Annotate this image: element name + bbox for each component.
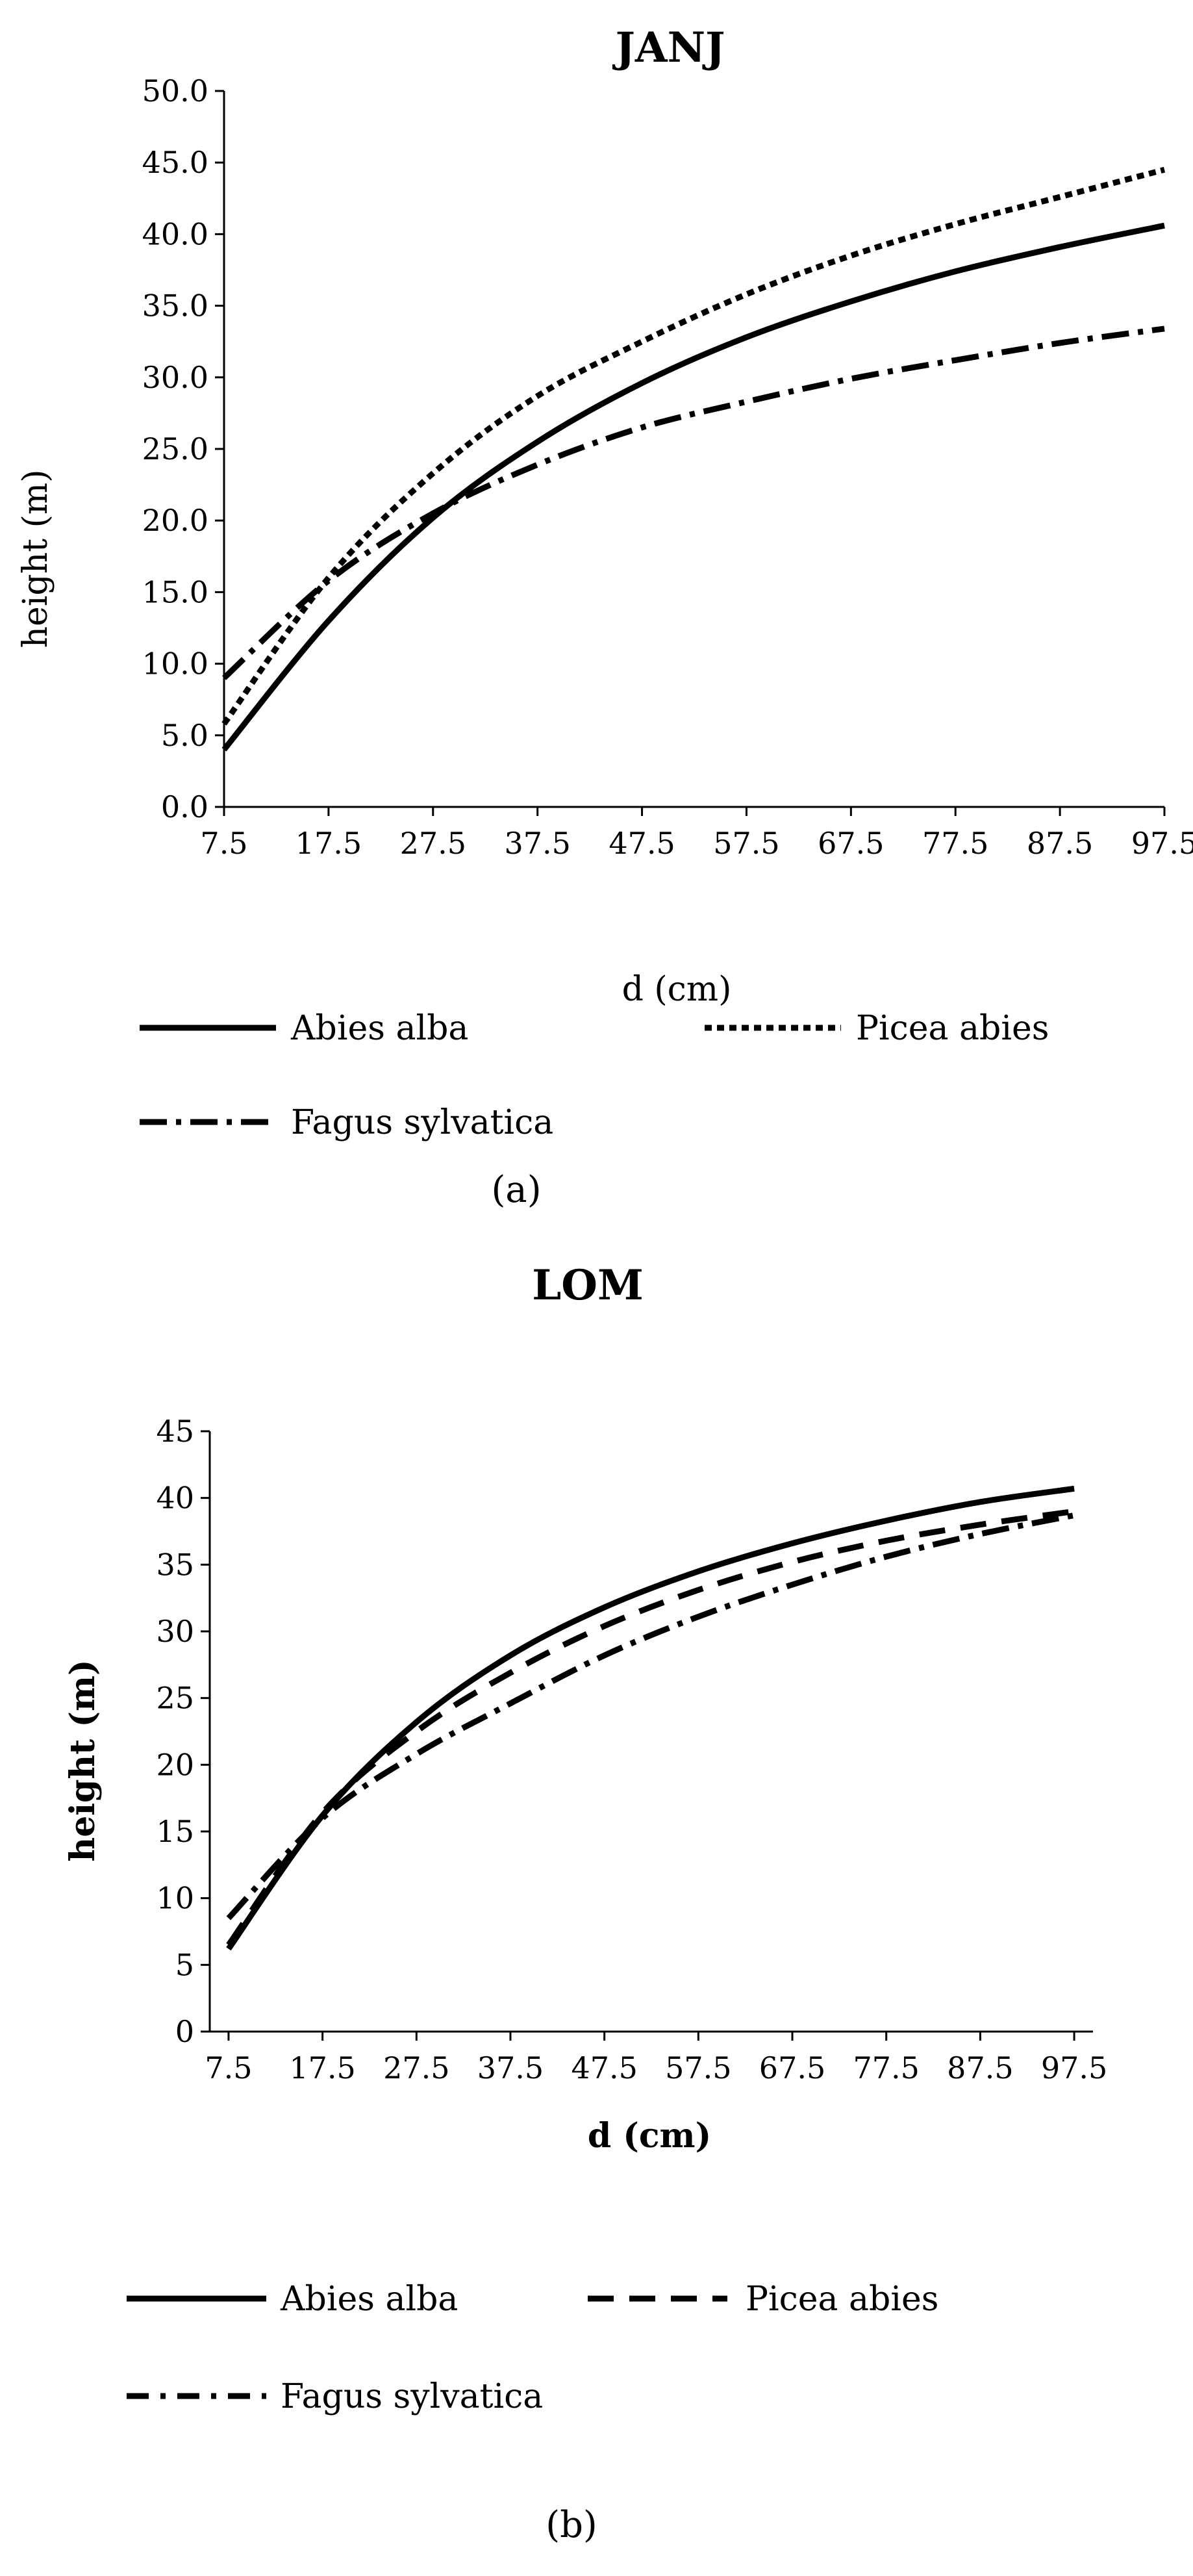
chart-b-legend-label-picea-abies: Picea abies — [746, 2280, 938, 2319]
chart-0-y-tick-label: 35.0 — [142, 288, 208, 324]
chart-0-series-fagus-sylvatica — [221, 325, 1165, 680]
chart-0-x-tick-label: 77.5 — [922, 826, 988, 861]
chart-b-plot-area: 0 5 10 15 20 25 30 35 40 45 7.5 17.5 27.5 37.5 47.5 57.… — [156, 1414, 1107, 2085]
chart-b-legend-item-picea-abies: Picea abies — [588, 2280, 938, 2319]
chart-1-series-abies-alba — [226, 1485, 1075, 1951]
chart-b-caption: (b) — [546, 2504, 597, 2546]
chart-1-y-tick-label: 5 — [175, 1947, 194, 1982]
chart-b-ylabel: height (m) — [63, 1659, 103, 1861]
chart-1-y-tick-label: 20 — [156, 1747, 194, 1782]
chart-1-x-tick-label: 17.5 — [289, 2050, 355, 2085]
chart-1-series-fagus-sylvatica — [226, 1512, 1075, 1920]
chart-0-y-tick-label: 50.0 — [142, 73, 208, 108]
chart-1-x-tick-label: 27.5 — [383, 2050, 449, 2085]
chart-0-y-tick-label: 0.0 — [161, 789, 208, 824]
chart-1-x-tick-label: 47.5 — [571, 2050, 637, 2085]
chart-1-x-tick-label: 37.5 — [477, 2050, 544, 2085]
chart-1-series-picea-abies — [226, 1508, 1075, 1947]
chart-0-x-tick-label: 67.5 — [818, 826, 884, 861]
chart-b-title: LOM — [532, 1261, 644, 1310]
chart-a-xlabel: d (cm) — [622, 970, 732, 1009]
chart-0-x-tick-label: 57.5 — [713, 826, 779, 861]
chart-a-legend-item-picea-abies: Picea abies — [705, 1009, 1049, 1048]
chart-b-legend: Abies alba Picea abies Fagus sylvatica — [127, 2280, 938, 2416]
chart-a-legend-label-fagus-sylvatica: Fagus sylvatica — [291, 1103, 553, 1142]
chart-0-x-tick-label: 37.5 — [504, 826, 570, 861]
chart-1-y-tick-label: 35 — [156, 1547, 194, 1582]
chart-a-plot-area: 0.0 5.0 10.0 15.0 20.0 25.0 30.0 35.0 40.0 45.0 50… — [142, 73, 1193, 861]
chart-0-series-picea-abies — [221, 166, 1166, 726]
chart-1-x-tick-label: 87.5 — [947, 2050, 1013, 2085]
chart-0-x-tick-label: 7.5 — [200, 826, 247, 861]
chart-0-y-tick-label: 20.0 — [142, 503, 208, 538]
chart-a-title: JANJ — [612, 23, 725, 72]
chart-1-x-tick-label: 57.5 — [665, 2050, 731, 2085]
chart-1-y-tick-label: 45 — [156, 1414, 194, 1449]
chart-b-legend-label-abies-alba: Abies alba — [280, 2280, 458, 2319]
chart-1-y-tick-label: 15 — [156, 1814, 194, 1849]
chart-0-x-tick-label: 87.5 — [1027, 826, 1093, 861]
chart-0-y-tick-label: 25.0 — [142, 431, 208, 466]
chart-b: LOM 0 5 10 15 20 25 30 35 40 45 7.5 17.5 27.5 37.5 47.… — [63, 1261, 1107, 2546]
chart-1-y-tick-label: 0 — [175, 2014, 194, 2049]
chart-1-x-tick-label: 7.5 — [205, 2050, 252, 2085]
chart-1-x-tick-label: 67.5 — [759, 2050, 825, 2085]
chart-a-legend-label-abies-alba: Abies alba — [290, 1009, 468, 1048]
chart-1-y-tick-label: 30 — [156, 1614, 194, 1649]
chart-1-x-tick-label: 77.5 — [853, 2050, 919, 2085]
chart-0-series-abies-alba — [221, 222, 1165, 752]
chart-0-y-tick-label: 5.0 — [161, 718, 208, 753]
chart-b-legend-item-fagus-sylvatica: Fagus sylvatica — [127, 2377, 543, 2416]
chart-0-y-tick-label: 45.0 — [142, 145, 208, 180]
chart-b-legend-label-fagus-sylvatica: Fagus sylvatica — [281, 2377, 543, 2416]
chart-a-caption: (a) — [491, 1169, 541, 1211]
chart-0-x-tick-label: 17.5 — [295, 826, 362, 861]
chart-a-legend: Abies alba Picea abies Fagus sylvatica — [140, 1009, 1049, 1142]
chart-a-ylabel: height (m) — [16, 470, 55, 648]
chart-0-y-tick-label: 15.0 — [142, 574, 208, 609]
chart-a-legend-label-picea-abies: Picea abies — [856, 1009, 1049, 1048]
chart-a: JANJ 0.0 5.0 10.0 15.0 20.0 25.0 30.0 35.0 40.0 4… — [16, 23, 1193, 1211]
chart-0-x-tick-label: 27.5 — [400, 826, 466, 861]
chart-b-legend-item-abies-alba: Abies alba — [127, 2280, 458, 2319]
chart-1-y-tick-label: 10 — [156, 1881, 194, 1916]
chart-a-legend-item-abies-alba: Abies alba — [140, 1009, 468, 1048]
chart-0-y-tick-label: 30.0 — [142, 360, 208, 395]
chart-0-x-tick-label: 47.5 — [609, 826, 675, 861]
chart-1-y-tick-label: 40 — [156, 1481, 194, 1516]
chart-0-x-tick-label: 97.5 — [1131, 826, 1193, 861]
chart-1-x-tick-label: 97.5 — [1041, 2050, 1107, 2085]
chart-0-y-tick-label: 10.0 — [142, 646, 208, 682]
chart-0-y-tick-label: 40.0 — [142, 216, 208, 251]
chart-b-xlabel: d (cm) — [588, 2116, 711, 2156]
chart-a-legend-item-fagus-sylvatica: Fagus sylvatica — [140, 1103, 553, 1142]
chart-1-y-tick-label: 25 — [156, 1681, 194, 1716]
